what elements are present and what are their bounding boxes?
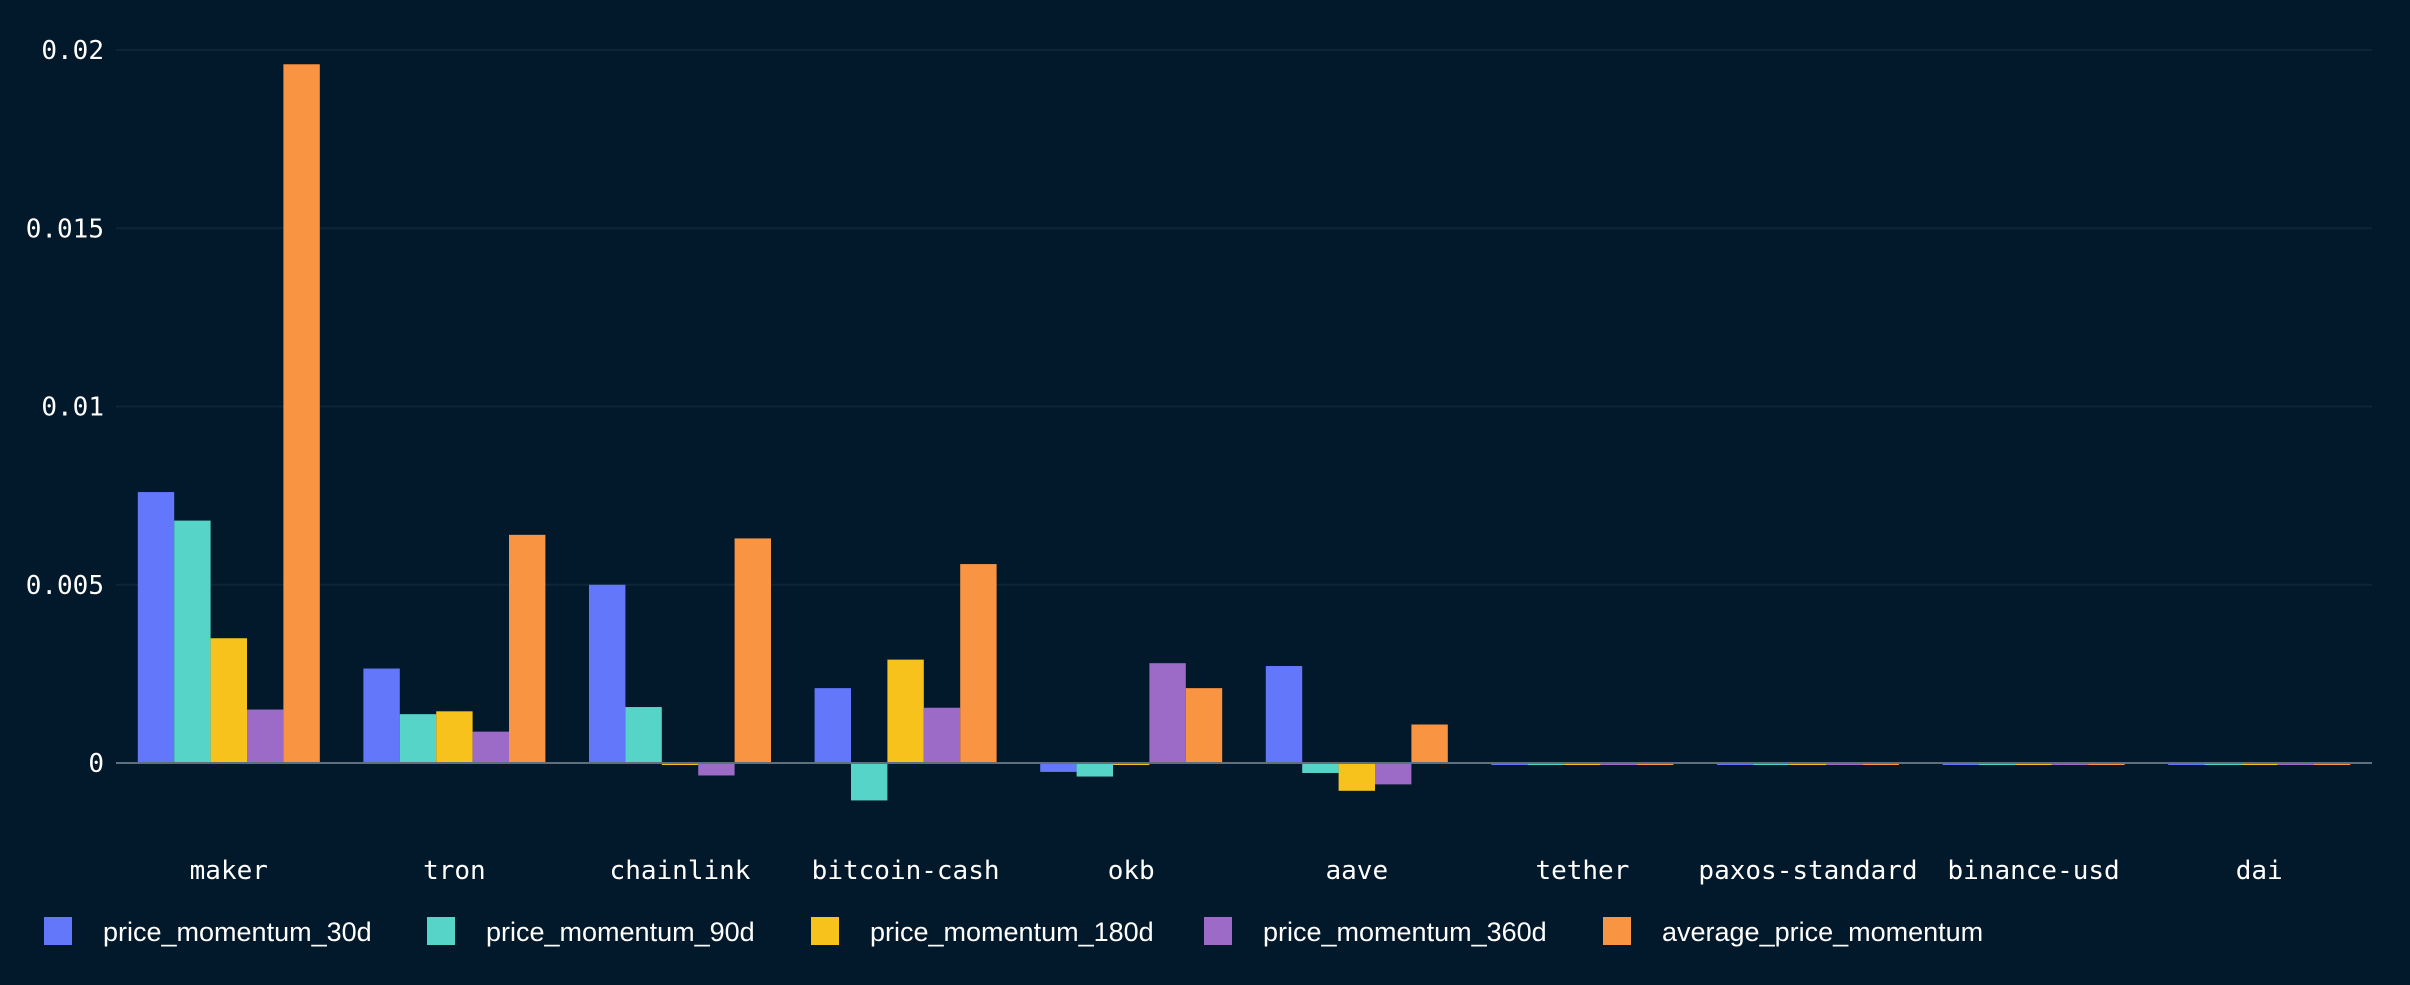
y-tick-label: 0.01	[41, 393, 104, 423]
legend-swatch	[811, 917, 839, 945]
bar-average_price_momentum-tron	[509, 534, 546, 763]
legend: price_momentum_30d price_momentum_90d pric…	[44, 917, 1983, 947]
bar-price_momentum_180d-bitcoin-cash	[887, 659, 924, 763]
y-tick-label: 0.015	[26, 214, 104, 244]
bar-price_momentum_30d-bitcoin-cash	[814, 688, 851, 763]
x-tick-label: paxos-standard	[1698, 856, 1917, 886]
axes: 0 0.005 0.01 0.015 0.02 maker tron chainlink bit…	[26, 36, 2372, 886]
x-tick-label: chainlink	[610, 856, 751, 886]
legend-swatch	[44, 917, 72, 945]
x-tick-label: tron	[423, 856, 486, 886]
bar-price_momentum_90d-chainlink	[625, 707, 662, 763]
bar-price_momentum_90d-okb	[1076, 763, 1113, 777]
bar-price_momentum_90d-tron	[399, 714, 437, 763]
legend-label: price_momentum_90d	[486, 917, 755, 947]
bar-price_momentum_360d-chainlink	[698, 763, 735, 776]
legend-swatch	[1603, 917, 1631, 945]
bar-price_momentum_360d-okb	[1149, 663, 1186, 763]
legend-label: price_momentum_180d	[870, 917, 1154, 947]
bar-average_price_momentum-chainlink	[734, 538, 771, 763]
y-tick-label: 0.005	[26, 571, 104, 601]
x-tick-label: binance-usd	[1948, 856, 2120, 886]
legend-label: price_momentum_30d	[103, 917, 372, 947]
legend-swatch	[1204, 917, 1232, 945]
bar-average_price_momentum-okb	[1185, 688, 1223, 763]
bar-price_momentum_90d-bitcoin-cash	[851, 763, 888, 801]
bar-price_momentum_360d-maker	[247, 709, 284, 763]
bar-price_momentum_180d-aave	[1338, 763, 1375, 791]
y-tick-label: 0	[88, 749, 104, 779]
x-tick-label: maker	[190, 856, 268, 886]
bar-price_momentum_360d-aave	[1375, 763, 1412, 785]
x-tick-label: aave	[1325, 856, 1388, 886]
x-tick-label: bitcoin-cash	[812, 856, 1000, 886]
x-tick-label: okb	[1108, 856, 1155, 886]
legend-label: price_momentum_360d	[1263, 917, 1547, 947]
bar-price_momentum_360d-bitcoin-cash	[923, 707, 961, 763]
bar-average_price_momentum-aave	[1411, 724, 1448, 763]
x-tick-label: dai	[2236, 856, 2283, 886]
legend-swatch	[427, 917, 455, 945]
bar-price_momentum_180d-maker	[210, 638, 247, 763]
bar-average_price_momentum-bitcoin-cash	[960, 564, 997, 763]
bar-price_momentum_30d-okb	[1040, 763, 1077, 772]
bars	[137, 64, 2351, 801]
bar-price_momentum_180d-tron	[436, 711, 473, 763]
bar-average_price_momentum-maker	[283, 64, 320, 763]
legend-label: average_price_momentum	[1662, 917, 1983, 947]
grid	[116, 49, 2372, 586]
bar-price_momentum_30d-tron	[363, 668, 400, 763]
bar-price_momentum_30d-maker	[137, 492, 175, 763]
y-tick-label: 0.02	[41, 36, 104, 66]
bar-price_momentum_30d-chainlink	[589, 584, 626, 763]
x-tick-label: tether	[1535, 856, 1629, 886]
bar-price_momentum_90d-aave	[1302, 763, 1339, 773]
bar-price_momentum_90d-maker	[174, 520, 211, 763]
bar-price_momentum_30d-aave	[1265, 666, 1303, 763]
bar-price_momentum_360d-tron	[472, 731, 509, 763]
